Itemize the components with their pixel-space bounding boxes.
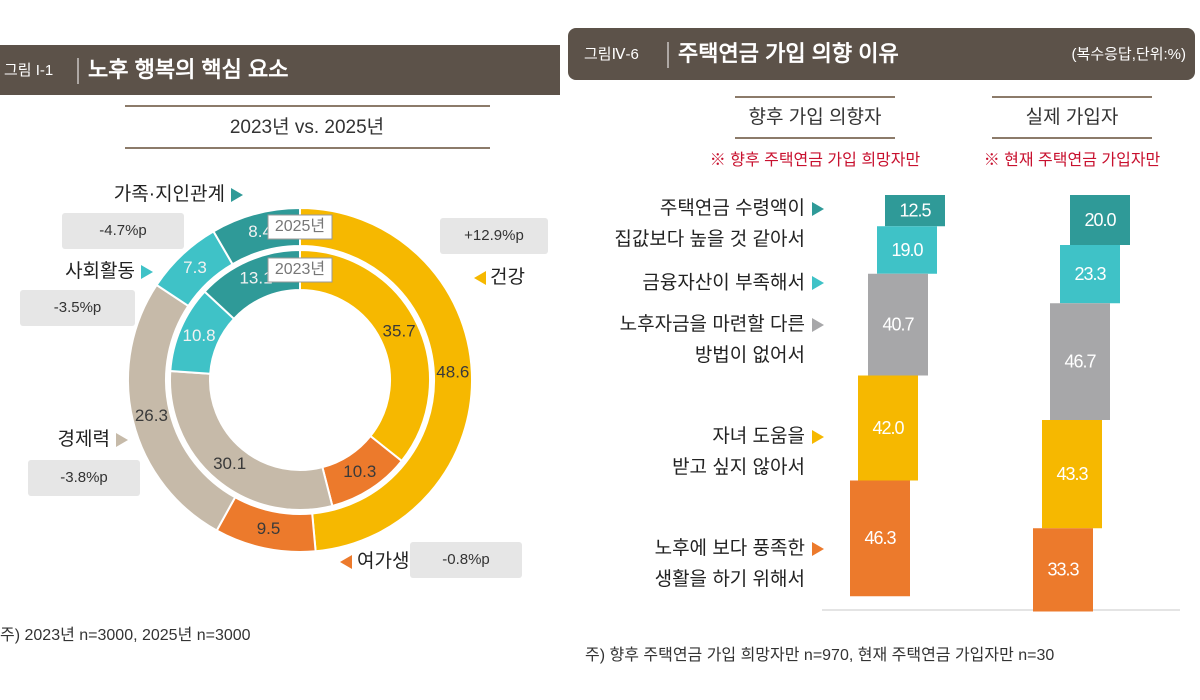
category-label: 금융자산이 부족해서	[642, 272, 805, 294]
value-label: 12.5	[899, 200, 931, 220]
category-label: 가족·지인관계	[114, 183, 225, 205]
value-label: 46.3	[864, 528, 896, 548]
category-label: 주택연금 수령액이 집값보다 높을 것 같아서	[614, 198, 805, 250]
donut-slice	[299, 206, 474, 553]
value-label: 20.0	[1084, 210, 1116, 230]
bar	[885, 195, 945, 227]
note: 주) 향후 주택연금 가입 희망자만 n=970, 현재 주택연금 가입자만 n…	[585, 646, 1054, 664]
value-label: 23.3	[1074, 264, 1106, 284]
header-bar	[568, 28, 1195, 80]
value-label: 43.3	[1056, 464, 1088, 484]
pointer	[231, 188, 243, 202]
bar	[1070, 195, 1130, 245]
change-box	[28, 460, 140, 496]
value-label: 40.7	[882, 314, 914, 334]
pointer	[116, 433, 128, 447]
ring-label: 2025년	[275, 217, 325, 235]
value-label: 35.7	[383, 322, 416, 341]
value-label: 46.7	[1064, 351, 1096, 371]
change-box	[20, 290, 135, 326]
change-box	[440, 218, 548, 254]
bar	[850, 480, 910, 597]
value-label: 9.5	[257, 519, 281, 538]
bar	[1050, 303, 1110, 420]
value-label: 8.4	[248, 222, 272, 241]
change-box	[62, 213, 184, 249]
pointer	[812, 276, 824, 290]
category-label: 사회활동	[65, 260, 135, 282]
category-label: 노후에 보다 풍족한 생활을 하기 위해서	[654, 538, 805, 590]
pointer	[340, 555, 352, 569]
value-label: 42.0	[872, 418, 904, 438]
value-label: 10.8	[183, 326, 216, 345]
subtitle: 2023년 vs. 2025년	[230, 116, 384, 138]
value-label: 13.1	[239, 269, 272, 288]
value-label: 19.0	[891, 240, 923, 260]
bar	[868, 273, 928, 376]
category-label: 여가생활	[357, 550, 427, 572]
bar	[1033, 528, 1093, 612]
series-subtitle: ※ 향후 주택연금 가입 희망자만	[710, 151, 921, 169]
figure-label: 그림 I-1	[4, 62, 53, 79]
pointer	[474, 271, 486, 285]
bar	[858, 375, 918, 481]
series-subtitle: ※ 현재 주택연금 가입자만	[984, 151, 1161, 169]
bar	[1060, 245, 1120, 304]
chart-title: 노후 행복의 핵심 요소	[88, 57, 289, 82]
ring-label-box	[267, 214, 333, 240]
category-label: 자녀 도움을 받고 싶지 않아서	[672, 426, 805, 478]
category-label: 경제력	[58, 428, 110, 450]
note: 주) 2023년 n=3000, 2025년 n=3000	[0, 626, 251, 644]
pointer	[141, 265, 153, 279]
bar	[1042, 420, 1102, 529]
figure-label: 그림Ⅳ-6	[584, 46, 639, 63]
donut-slice	[299, 248, 431, 463]
bar	[877, 226, 937, 274]
category-label: 노후자금을 마련할 다른 방법이 없어서	[619, 314, 805, 366]
change-label: -4.7%p	[99, 222, 147, 239]
value-label: 30.1	[213, 454, 246, 473]
change-label: -3.8%p	[60, 469, 108, 486]
series-name: 향후 가입 의향자	[749, 106, 882, 128]
category-label: 건강	[490, 266, 525, 288]
ring-label: 2023년	[275, 260, 325, 278]
change-label: -0.8%p	[442, 551, 490, 568]
pointer	[812, 430, 824, 444]
pointer	[812, 542, 824, 556]
value-label: 48.6	[436, 363, 469, 382]
value-label: 7.3	[183, 258, 207, 277]
chart-title: 주택연금 가입 의향 이유	[678, 41, 899, 66]
change-box	[410, 542, 522, 578]
value-label: 10.3	[343, 462, 376, 481]
header-bar	[0, 45, 560, 95]
unit-note: (복수응답,단위:%)	[1072, 46, 1186, 63]
value-label: 26.3	[135, 406, 168, 425]
value-label: 33.3	[1047, 560, 1079, 580]
change-label: -3.5%p	[54, 299, 102, 316]
pointer	[812, 202, 824, 216]
change-label: +12.9%p	[464, 227, 524, 244]
pointer	[812, 318, 824, 332]
series-name: 실제 가입자	[1026, 106, 1119, 128]
ring-label-box	[267, 257, 333, 283]
